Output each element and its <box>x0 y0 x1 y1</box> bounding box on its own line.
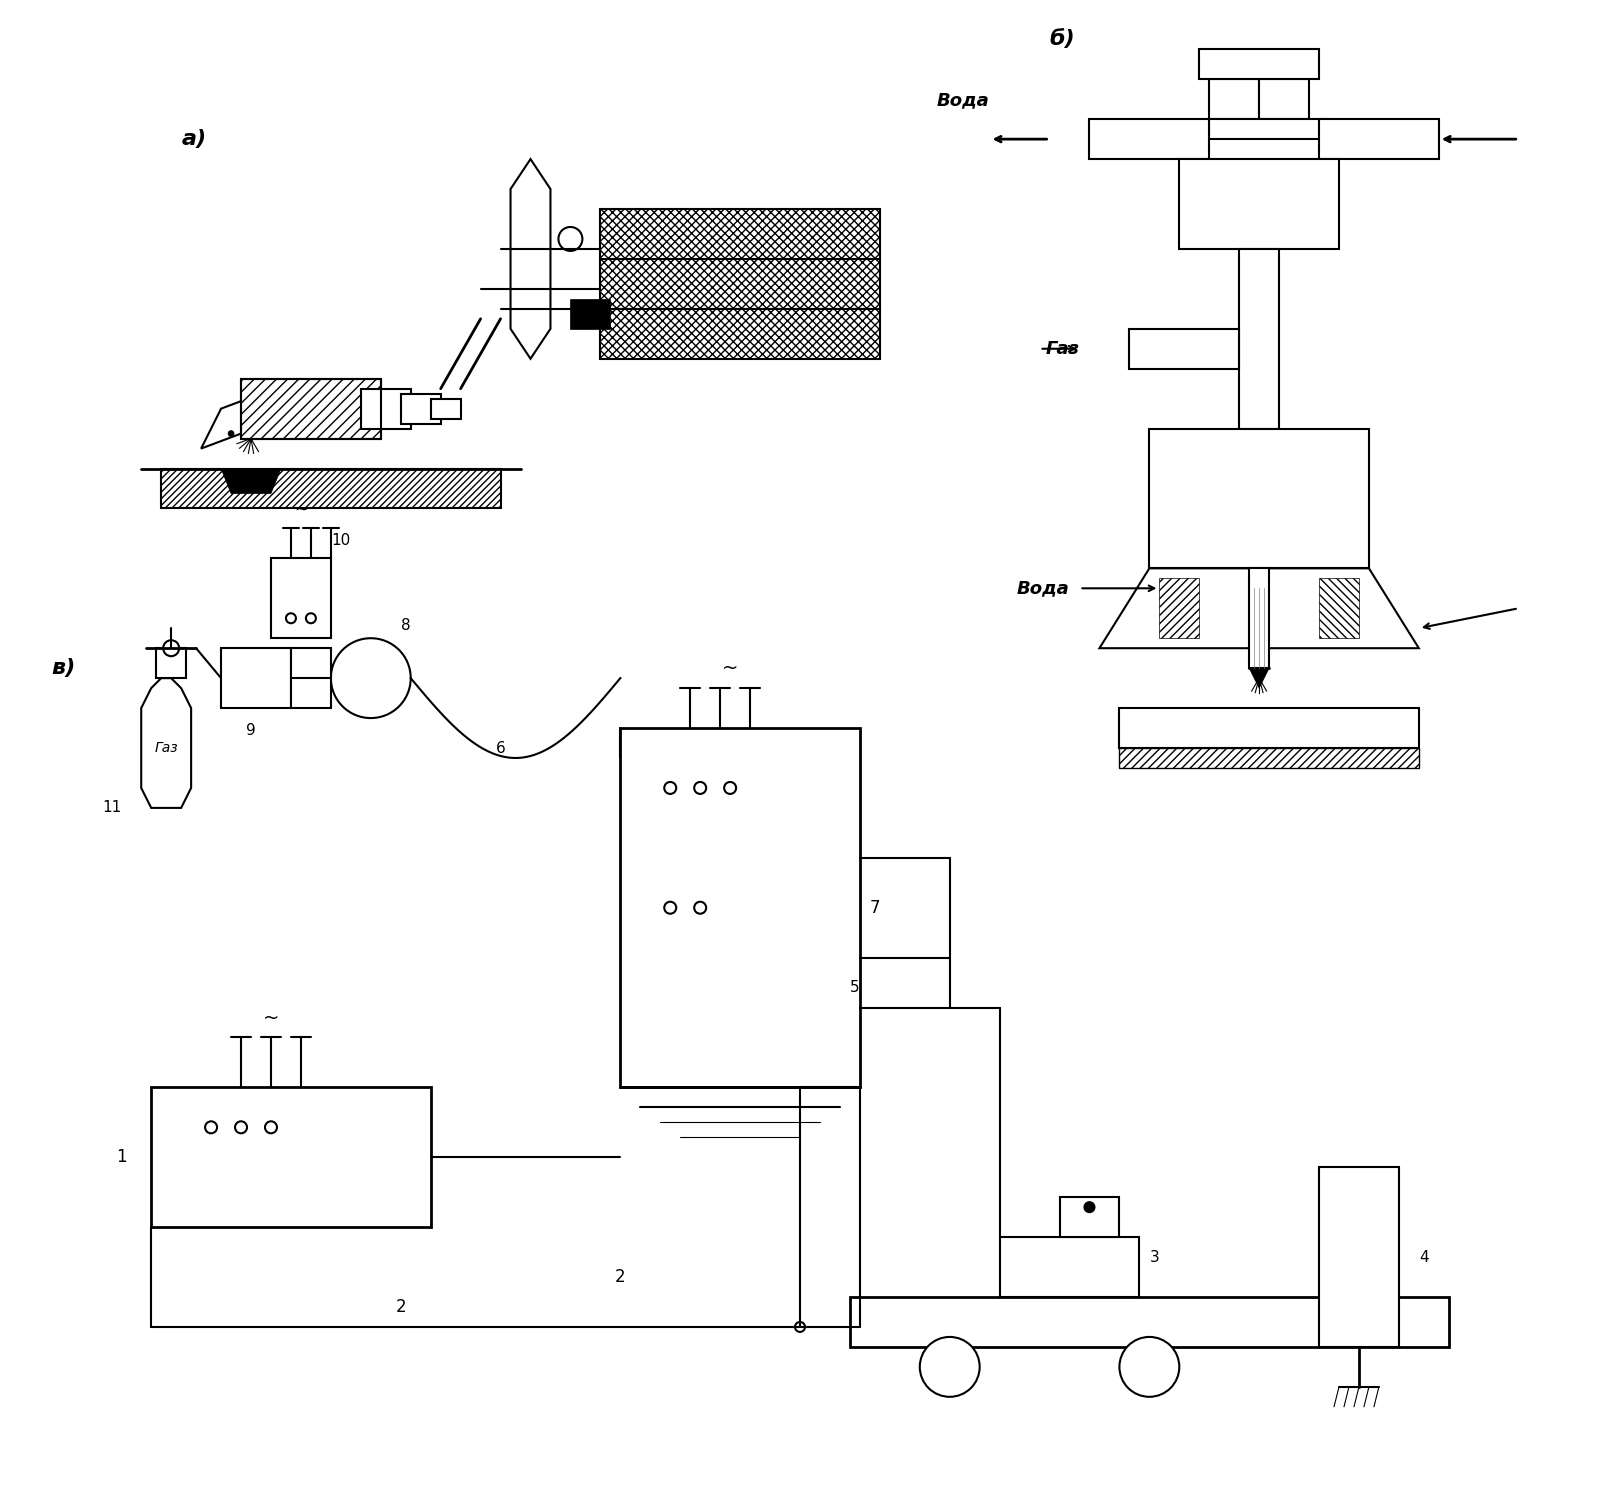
Bar <box>621 728 859 1087</box>
Text: в): в) <box>51 657 75 679</box>
Bar <box>1120 709 1419 748</box>
Text: а): а) <box>181 130 206 149</box>
Circle shape <box>664 902 677 914</box>
Text: Газ: Газ <box>1045 339 1080 357</box>
Text: ~: ~ <box>262 1009 278 1027</box>
Text: 8: 8 <box>400 618 410 633</box>
Text: 10: 10 <box>331 534 350 549</box>
Circle shape <box>243 431 250 437</box>
Polygon shape <box>221 469 282 493</box>
Text: 11: 11 <box>102 801 122 816</box>
Bar <box>430 398 461 419</box>
Bar <box>1000 1237 1139 1297</box>
Polygon shape <box>1099 569 1419 648</box>
Circle shape <box>306 614 315 623</box>
Text: б): б) <box>1050 29 1075 50</box>
Bar <box>1179 160 1339 249</box>
Bar <box>600 210 880 309</box>
Circle shape <box>163 641 179 656</box>
Bar <box>1090 119 1210 160</box>
Bar <box>1130 329 1238 369</box>
Bar <box>1259 80 1309 119</box>
Text: 5: 5 <box>850 980 859 995</box>
Circle shape <box>1120 1338 1179 1396</box>
Text: 6: 6 <box>496 740 506 756</box>
Circle shape <box>274 431 278 437</box>
Circle shape <box>664 783 677 793</box>
Text: Газ: Газ <box>154 740 178 756</box>
Bar <box>1318 1167 1398 1347</box>
Circle shape <box>1085 1202 1094 1212</box>
Bar <box>362 389 411 428</box>
Bar <box>162 469 501 508</box>
Circle shape <box>266 1122 277 1134</box>
Circle shape <box>258 431 264 437</box>
Bar <box>600 309 880 359</box>
Circle shape <box>920 1338 979 1396</box>
Bar <box>157 648 186 679</box>
Polygon shape <box>202 379 301 448</box>
Text: 4: 4 <box>1419 1250 1429 1265</box>
Circle shape <box>229 431 234 437</box>
Bar <box>1160 579 1200 638</box>
Circle shape <box>286 614 296 623</box>
Circle shape <box>694 783 706 793</box>
Polygon shape <box>1200 709 1318 728</box>
Bar <box>400 394 440 424</box>
Bar <box>1210 119 1330 139</box>
Text: Вода: Вода <box>938 90 990 109</box>
Polygon shape <box>1250 668 1269 688</box>
Bar <box>270 558 331 638</box>
Circle shape <box>795 1323 805 1332</box>
Bar <box>1250 569 1269 668</box>
Bar <box>571 299 610 329</box>
Text: 2: 2 <box>614 1268 626 1286</box>
Bar <box>1120 748 1419 768</box>
Bar <box>1318 119 1438 160</box>
Circle shape <box>331 638 411 718</box>
Circle shape <box>235 1122 246 1134</box>
Bar <box>242 379 381 439</box>
Circle shape <box>725 783 736 793</box>
Bar <box>1210 80 1259 119</box>
Polygon shape <box>141 679 190 808</box>
Text: 2: 2 <box>395 1298 406 1316</box>
Bar <box>850 1297 1450 1347</box>
Bar <box>1149 428 1370 569</box>
Text: Вода: Вода <box>1016 579 1069 597</box>
Bar <box>1318 579 1358 638</box>
Circle shape <box>694 902 706 914</box>
Bar <box>1200 50 1318 80</box>
Text: 9: 9 <box>246 722 256 737</box>
Bar <box>221 648 291 709</box>
Bar <box>1238 249 1278 428</box>
Text: 1: 1 <box>115 1148 126 1166</box>
Bar <box>1059 1197 1120 1237</box>
Bar <box>150 1087 430 1228</box>
Text: 3: 3 <box>1149 1250 1158 1265</box>
Circle shape <box>558 228 582 250</box>
Bar <box>291 648 331 709</box>
Text: 7: 7 <box>870 899 880 917</box>
Text: ~: ~ <box>294 501 307 519</box>
Polygon shape <box>510 160 550 359</box>
Text: ~: ~ <box>722 659 738 679</box>
Circle shape <box>205 1122 218 1134</box>
